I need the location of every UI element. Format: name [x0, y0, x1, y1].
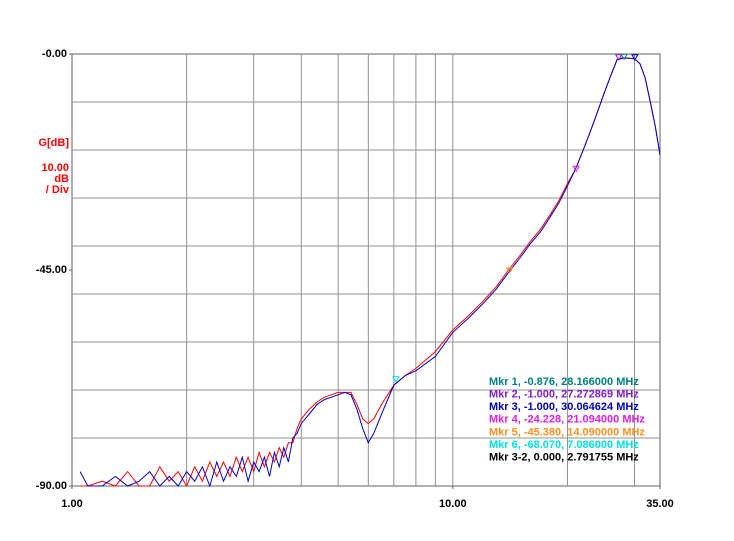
x-tick-label: 10.00	[439, 498, 467, 510]
marker-readout: Mkr 5, -45.380, 14.090000 MHz	[489, 426, 645, 438]
marker-readout: Mkr 3, -1.000, 30.064624 MHz	[489, 401, 639, 413]
marker-readout: Mkr 1, -0.876, 28.166000 MHz	[489, 376, 639, 388]
marker-readout: Mkr 6, -68.070, 7.086000 MHz	[489, 439, 639, 451]
y-axis-label: G[dB]	[38, 137, 69, 149]
y-tick-label: -0.00	[42, 48, 67, 60]
marker-symbol	[614, 54, 623, 61]
marker-symbol	[391, 376, 400, 383]
marker-symbol	[572, 165, 581, 173]
marker-symbol	[620, 53, 628, 61]
marker-symbol	[505, 267, 514, 274]
x-tick-label: 1.00	[61, 498, 82, 510]
x-tick-label: 35.00	[646, 498, 674, 510]
marker-readout: Mkr 3-2, 0.000, 2.791755 MHz	[489, 452, 639, 464]
y-axis-label: dB	[54, 173, 69, 185]
y-tick-label: -90.00	[36, 480, 67, 492]
plot-area	[71, 53, 661, 487]
marker-readout: Mkr 4, -24.228, 21.094000 MHz	[489, 414, 645, 426]
trace	[79, 57, 661, 488]
y-axis-label: 10.00	[41, 162, 69, 174]
y-axis-label: / Div	[46, 184, 70, 196]
marker-symbol	[630, 54, 639, 61]
y-tick-label: -45.00	[36, 264, 67, 276]
marker-readout: Mkr 2, -1.000, 27.272869 MHz	[489, 389, 639, 401]
